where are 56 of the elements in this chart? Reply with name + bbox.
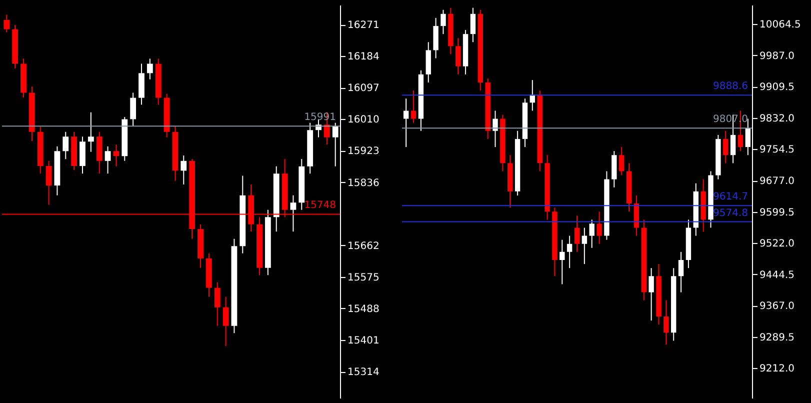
- y-tick-label: 9289.5: [760, 332, 794, 344]
- candlestick: [566, 235, 572, 269]
- y-tick-label: 10064.5: [760, 20, 801, 31]
- candlestick: [618, 146, 624, 176]
- y-tick-label: 16097: [348, 83, 380, 94]
- y-tick-label: 9444.5: [760, 270, 794, 281]
- y-tick-label: 9987.0: [760, 50, 794, 62]
- candlestick: [46, 160, 52, 206]
- y-tick-label: 16184: [348, 52, 380, 63]
- candlestick: [723, 130, 728, 164]
- candlestick: [560, 239, 565, 285]
- candlestick: [104, 146, 111, 174]
- y-tick-label: 9599.5: [760, 207, 794, 218]
- candlestick: [582, 227, 588, 265]
- candlestick: [410, 90, 416, 124]
- y-tick-label: 9522.0: [760, 238, 794, 250]
- candlestick: [470, 7, 476, 43]
- candlestick: [214, 282, 220, 326]
- y-tick-label: 15662: [348, 240, 380, 252]
- candlestick: [113, 144, 120, 167]
- ref-line-label: 9888.6: [713, 81, 748, 92]
- y-tick-label: 9367.0: [760, 301, 794, 312]
- y-tick-label: 15923: [348, 146, 380, 158]
- candlestick: [574, 215, 580, 252]
- y-tick-label: 15836: [348, 178, 380, 189]
- candlestick: [180, 154, 187, 185]
- candlestick: [596, 211, 602, 244]
- candlestick: [664, 300, 669, 346]
- y-tick-label: 16010: [348, 114, 380, 126]
- candlestick: [290, 194, 296, 232]
- y-tick-label: 9832.0: [760, 113, 794, 124]
- y-tick-label: 9909.5: [760, 82, 794, 94]
- candlestick: [146, 58, 153, 80]
- y-tick-label: 15575: [348, 272, 380, 284]
- ref-line-label: 9574.8: [713, 208, 748, 219]
- candlestick: [62, 131, 69, 160]
- ref-line-label: 9614.7: [713, 192, 748, 203]
- y-tick-label: 9212.0: [760, 364, 794, 375]
- y-tick-label: 9677.0: [760, 176, 794, 188]
- candlestick: [440, 9, 446, 35]
- candlestick: [678, 251, 684, 293]
- ref-line-label: 15748: [304, 200, 336, 212]
- candlestick: [456, 38, 461, 75]
- candlestick: [403, 98, 409, 148]
- candlestick: [492, 110, 498, 148]
- y-tick-label: 16271: [348, 20, 380, 32]
- candlestick: [4, 14, 10, 33]
- candlestick: [589, 219, 594, 248]
- candlestick: [222, 296, 229, 347]
- candlestick: [648, 268, 654, 322]
- candlestick: [130, 92, 136, 127]
- y-tick-label: 15488: [348, 304, 380, 315]
- candlestick: [88, 112, 94, 152]
- y-tick-label: 9754.5: [760, 144, 794, 156]
- y-tick-label: 15401: [348, 335, 380, 346]
- y-tick-label: 15314: [348, 367, 380, 378]
